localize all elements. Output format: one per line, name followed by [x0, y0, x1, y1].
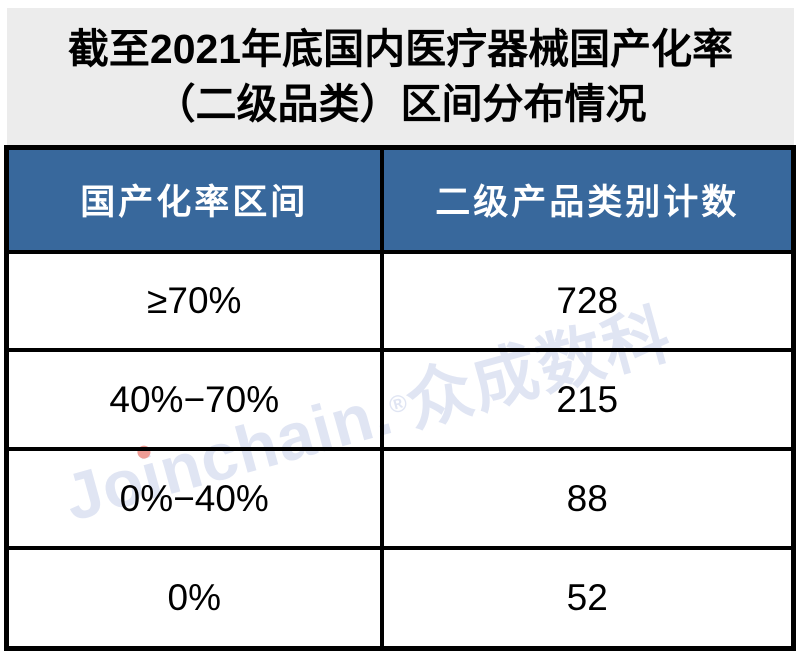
distribution-table: 国产化率区间 二级产品类别计数 ≥70% 728 40%−70% 215 0%−…: [4, 145, 796, 651]
chart-title-line-1: 截至2021年底国内医疗器械国产化率: [67, 26, 734, 73]
category-count-cell: 728: [379, 249, 796, 353]
table-row: 0% 52: [4, 546, 796, 651]
rate-range-cell: 0%: [4, 546, 384, 651]
category-count-cell: 215: [379, 348, 796, 452]
rate-range-cell: 0%−40%: [4, 447, 384, 551]
column-header-category-count: 二级产品类别计数: [379, 145, 796, 254]
table-row: 0%−40% 88: [4, 447, 796, 551]
table-row: ≥70% 728: [4, 249, 796, 353]
rate-range-cell: 40%−70%: [4, 348, 384, 452]
chart-title-line-2: （二级品类）区间分布情况: [154, 80, 647, 127]
table-header-row: 国产化率区间 二级产品类别计数: [4, 145, 796, 254]
rate-range-cell: ≥70%: [4, 249, 384, 353]
table-row: 40%−70% 215: [4, 348, 796, 452]
chart-title: 截至2021年底国内医疗器械国产化率 （二级品类）区间分布情况: [7, 8, 794, 145]
category-count-cell: 52: [379, 546, 796, 651]
column-header-rate-range: 国产化率区间: [4, 145, 384, 254]
category-count-cell: 88: [379, 447, 796, 551]
